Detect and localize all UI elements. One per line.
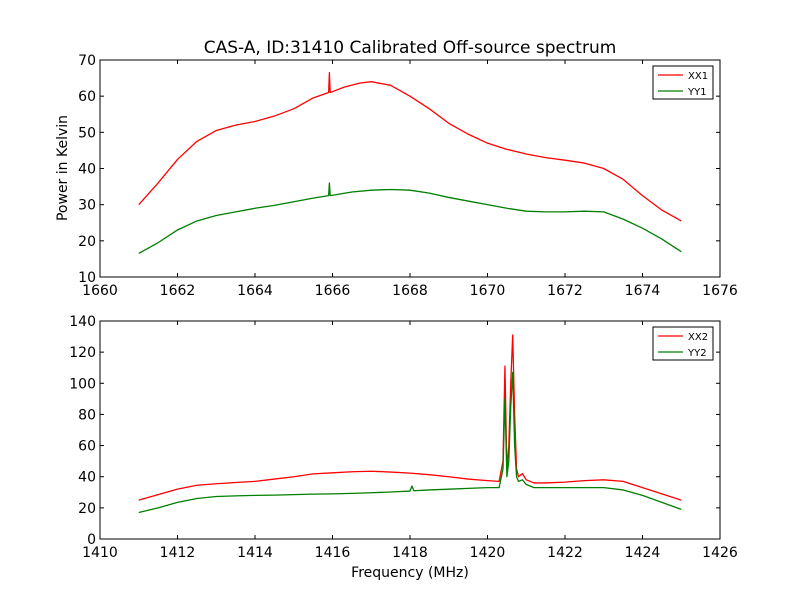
- y-tick-label: 100: [69, 376, 96, 392]
- y-tick-label: 50: [78, 125, 96, 141]
- x-tick-label: 1412: [160, 545, 196, 561]
- legend-box: [652, 326, 714, 361]
- x-tick-label: 1664: [237, 283, 273, 299]
- y-tick-label: 20: [78, 501, 96, 517]
- x-tick-label: 1676: [702, 283, 738, 299]
- x-tick-label: 1424: [625, 545, 661, 561]
- y-tick-label: 40: [78, 162, 96, 178]
- chart-title: CAS-A, ID:31410 Calibrated Off-source sp…: [204, 38, 617, 58]
- x-tick-label: 1410: [82, 545, 118, 561]
- x-tick-label: 1662: [160, 283, 196, 299]
- legend-label-xx1: XX1: [688, 71, 708, 82]
- series-line-yy1: [138, 182, 682, 255]
- x-tick-label: 1670: [470, 283, 506, 299]
- legend-label-yy2: YY2: [687, 348, 707, 359]
- x-tick-label: 1420: [470, 545, 506, 561]
- y-tick-label: 120: [69, 345, 96, 361]
- series-line-xx1: [138, 72, 682, 222]
- y-tick-label: 20: [78, 234, 96, 250]
- y-tick-label: 70: [78, 53, 96, 69]
- y-tick-label: 0: [87, 532, 96, 548]
- chart-panel-1: 1660 1662 1664 1666 1668 1670 1672 1674 1676 10 20…: [78, 53, 738, 299]
- x-tick-label: 1668: [392, 283, 428, 299]
- x-tick-label: 1672: [547, 283, 583, 299]
- series-line-yy2: [138, 371, 682, 514]
- x-tick-label: 1674: [625, 283, 661, 299]
- legend-box: [652, 65, 714, 100]
- y-tick-label: 60: [78, 89, 96, 105]
- y-tick-label: 40: [78, 470, 96, 486]
- legend-label-xx2: XX2: [688, 332, 708, 343]
- x-tick-label: 1660: [82, 283, 118, 299]
- x-tick-label: 1666: [315, 283, 351, 299]
- x-tick-label: 1414: [237, 545, 273, 561]
- chart-panel-2: 1410 1412 1414 1416 1418 1420 1422 1424 1426 0 20 4…: [69, 314, 738, 561]
- series-line-xx2: [138, 334, 682, 501]
- y-tick-label: 80: [78, 407, 96, 423]
- y-axis-label: Power in Kelvin: [55, 115, 71, 221]
- y-tick-label: 10: [78, 270, 96, 286]
- x-tick-label: 1416: [315, 545, 351, 561]
- y-tick-label: 140: [69, 314, 96, 330]
- legend-label-yy1: YY1: [687, 87, 707, 98]
- plots: 1660 1662 1664 1666 1668 1670 1672 1674 1676 10 20…: [69, 53, 738, 561]
- x-tick-label: 1418: [392, 545, 428, 561]
- x-axis-label: Frequency (MHz): [351, 565, 469, 581]
- x-tick-label: 1426: [702, 545, 738, 561]
- y-tick-label: 60: [78, 439, 96, 455]
- x-tick-label: 1422: [547, 545, 583, 561]
- y-tick-label: 30: [78, 198, 96, 214]
